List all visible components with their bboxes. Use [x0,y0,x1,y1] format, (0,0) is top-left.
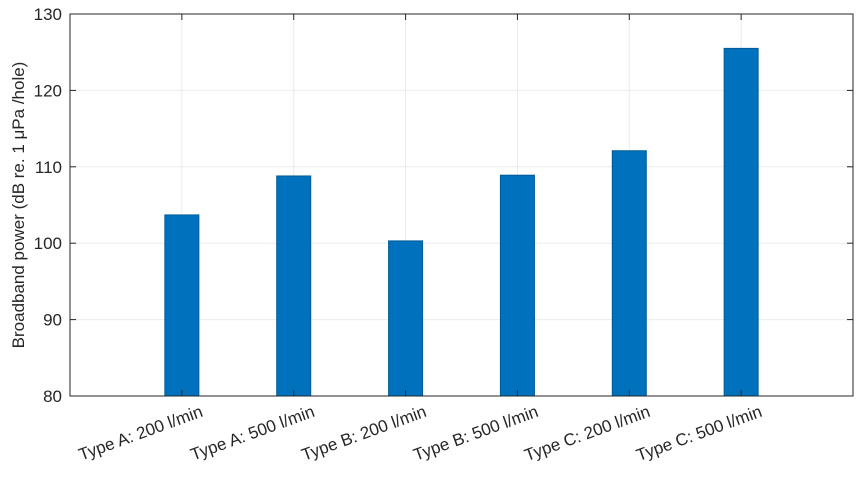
bar [388,240,424,397]
x-tick-label: Type C: 500 l/min [634,402,765,465]
y-ticks: 80 90 100 110 120 130 [34,5,853,406]
bar [611,150,647,397]
x-tick-label: Type A: 500 l/min [188,402,317,464]
x-tick-label: Type C: 200 l/min [522,402,653,465]
bar [723,47,759,397]
bar [499,174,535,397]
bars [164,47,759,397]
y-tick-label: 90 [43,311,62,330]
bar [276,175,312,397]
y-tick-label: 110 [35,158,62,177]
bar [164,214,200,397]
x-tick-label: Type A: 200 l/min [76,402,205,464]
x-tick-label: Type B: 200 l/min [299,402,429,465]
plot-frame [69,13,854,397]
y-tick-label: 120 [34,81,62,100]
y-tick-label: 100 [34,234,62,253]
x-tick-label: Type B: 500 l/min [411,402,541,465]
y-tick-label: 130 [34,5,62,24]
y-axis-label: Broadband power (dB re. 1 μPa /hole) [9,62,28,349]
y-tick-label: 80 [43,387,62,406]
